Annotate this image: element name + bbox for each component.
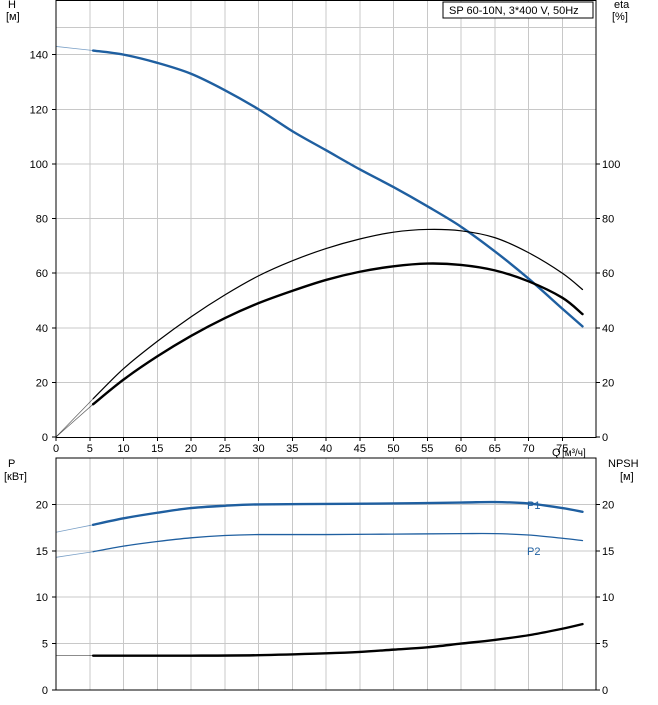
lower-left-tick-label: 5 [42,639,48,651]
upper-right-axis-unit: [%] [612,11,628,23]
upper-left-tick-label: 120 [30,104,48,116]
x-tick-label: 75 [556,443,568,455]
x-tick-label: 20 [185,443,197,455]
upper-series-eta-pump-extrapolated [55,398,94,438]
lower-series-lines [55,500,584,657]
upper-right-axis-label: eta [614,0,630,11]
x-tick-label: 10 [117,443,129,455]
upper-grid [56,0,596,437]
x-tick-label: 35 [286,443,298,455]
x-axis-unit: [м³/ч] [562,448,586,459]
lower-right-tick-label: 10 [602,592,614,604]
upper-series-eta-pump-line [92,228,584,400]
upper-tick-labels: 0 20 40 60 80 100 120 140 0 20 40 60 80 100 0 5 10 15 20 25… [30,50,621,455]
lower-left-tick-label: 15 [36,546,48,558]
lower-left-axis-unit: [кВт] [4,471,27,483]
upper-right-tick-label: 80 [602,214,614,226]
upper-right-tick-label: 20 [602,377,614,389]
lower-series-p2-line [92,532,584,553]
lower-plot-frame [55,457,597,691]
upper-left-axis-label: H [8,0,16,11]
model-title: SP 60-10N, 3*400 V, 50Hz [449,5,579,17]
lower-series-p1-extrapolated [55,524,94,533]
upper-right-tick-label: 100 [602,159,620,171]
lower-right-axis-label: NPSH [608,458,639,470]
upper-series-lines [55,46,584,438]
model-title-box-frame [442,1,594,19]
upper-left-tick-label: 40 [36,323,48,335]
series-label-p1: P1 [527,500,540,512]
upper-left-tick-label: 20 [36,377,48,389]
x-tick-label: 30 [252,443,264,455]
upper-series-eta-total-line [91,262,584,406]
lower-right-tick-label: 5 [602,639,608,651]
x-tick-label: 45 [354,443,366,455]
lower-series-p1-line [91,500,584,527]
upper-right-tick-label: 0 [602,432,608,444]
x-tick-label: 0 [53,443,59,455]
x-tick-label: 50 [387,443,399,455]
lower-right-tick-label: 0 [602,685,608,697]
x-axis-label: Q [552,447,561,459]
upper-plot-frame [55,0,597,438]
lower-left-tick-label: 0 [42,685,48,697]
lower-right-tick-label: 15 [602,546,614,558]
lower-series-p2-extrapolated [55,551,94,558]
x-tick-label: 55 [421,443,433,455]
lower-right-tick-label: 20 [602,499,614,511]
x-tick-label: 25 [219,443,231,455]
lower-left-axis-label: P [8,458,15,470]
x-tick-label: 15 [151,443,163,455]
series-label-p2: P2 [527,546,540,558]
lower-series-npsh-line [91,622,584,657]
upper-left-tick-label: 100 [30,159,48,171]
lower-right-axis-unit: [м] [620,471,634,483]
x-tick-label: 60 [455,443,467,455]
upper-series-h-line [91,49,584,328]
upper-series-eta-total-extrapolated [55,403,94,438]
upper-right-tick-label: 40 [602,323,614,335]
upper-series-h-extrapolated [55,46,94,51]
lower-tick-labels: 0 5 10 15 20 0 5 10 15 20 [36,499,615,697]
upper-left-tick-label: 0 [42,432,48,444]
upper-right-tick-label: 60 [602,268,614,280]
lower-left-tick-label: 10 [36,592,48,604]
upper-left-axis-unit: [м] [6,11,20,23]
x-tick-label: 5 [87,443,93,455]
lower-left-tick-label: 20 [36,499,48,511]
x-tick-label: 70 [522,443,534,455]
x-tick-label: 40 [320,443,332,455]
model-title-box: SP 60-10N, 3*400 V, 50Hz [442,1,594,19]
upper-left-tick-label: 140 [30,50,48,62]
upper-left-tick-label: 60 [36,268,48,280]
lower-grid [56,458,596,690]
x-tick-label: 65 [489,443,501,455]
upper-left-tick-label: 80 [36,214,48,226]
